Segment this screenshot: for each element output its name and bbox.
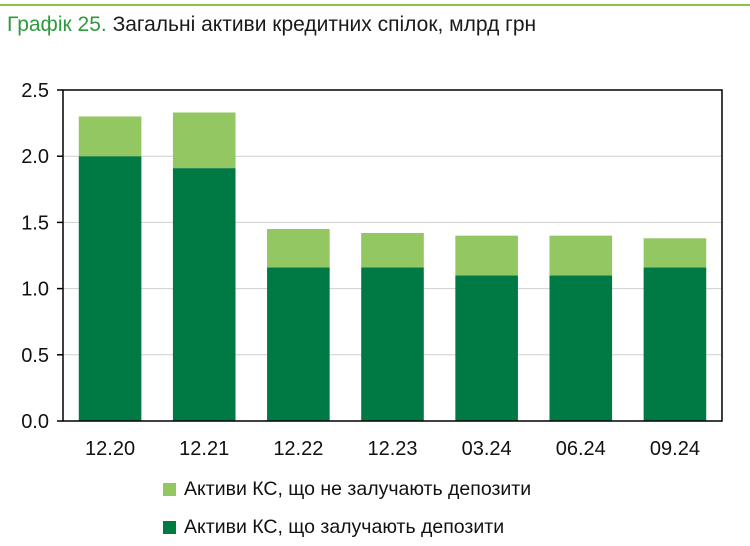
y-tick-label: 2.0: [21, 146, 49, 168]
legend-label-non-deposit: Активи КС, що не залучають депозити: [184, 477, 532, 500]
bar-non-deposit-03.24: [455, 235, 518, 276]
bar-non-deposit-12.22: [267, 229, 330, 268]
y-tick-label: 1.5: [21, 212, 49, 234]
legend-item-deposit: Активи КС, що залучають депозити: [163, 508, 531, 546]
x-tick-label: 09.24: [650, 438, 700, 460]
x-tick-label: 06.24: [556, 438, 606, 460]
plot-frame: [62, 89, 723, 422]
chart-title-text: Загальні активи кредитних спілок, млрд г…: [112, 13, 537, 36]
bar-deposit-12.20: [78, 156, 142, 421]
bar-deposit-06.24: [549, 275, 613, 421]
legend-label-deposit: Активи КС, що залучають депозити: [184, 515, 505, 538]
legend-swatch-dark: [163, 520, 176, 534]
top-rule: [0, 4, 750, 6]
y-tick-label: 2.5: [21, 80, 49, 102]
bar-non-deposit-12.23: [361, 232, 424, 268]
bar-deposit-03.24: [455, 275, 518, 421]
x-tick-label: 12.21: [179, 438, 229, 460]
legend: Активи КС, що не залучають депозити Акти…: [163, 470, 531, 546]
bar-deposit-12.21: [172, 168, 236, 421]
x-tick-label: 03.24: [462, 438, 512, 460]
y-tick-label: 1.0: [21, 279, 49, 301]
bar-non-deposit-12.20: [78, 116, 142, 157]
y-tick-label: 0.5: [21, 345, 49, 367]
legend-swatch-light: [163, 482, 176, 496]
bar-non-deposit-12.21: [172, 112, 236, 169]
legend-item-non-deposit: Активи КС, що не залучають депозити: [163, 470, 531, 508]
bar-non-deposit-09.24: [643, 238, 707, 268]
bar-deposit-12.22: [267, 267, 330, 421]
x-tick-label: 12.23: [367, 438, 417, 460]
chart-title: Графік 25. Загальні активи кредитних спі…: [7, 13, 536, 37]
y-tick-label: 0.0: [21, 411, 49, 433]
chart-number: Графік 25.: [7, 13, 107, 36]
stacked-bar-chart: 12.20 12.21 12.22 12.23 03.24 06.24 09.24 0.0 0.…: [21, 80, 723, 460]
x-tick-label: 12.20: [85, 438, 135, 460]
bar-deposit-09.24: [643, 267, 707, 421]
bar-deposit-12.23: [361, 267, 424, 421]
x-tick-label: 12.22: [273, 438, 323, 460]
bar-non-deposit-06.24: [549, 235, 613, 276]
